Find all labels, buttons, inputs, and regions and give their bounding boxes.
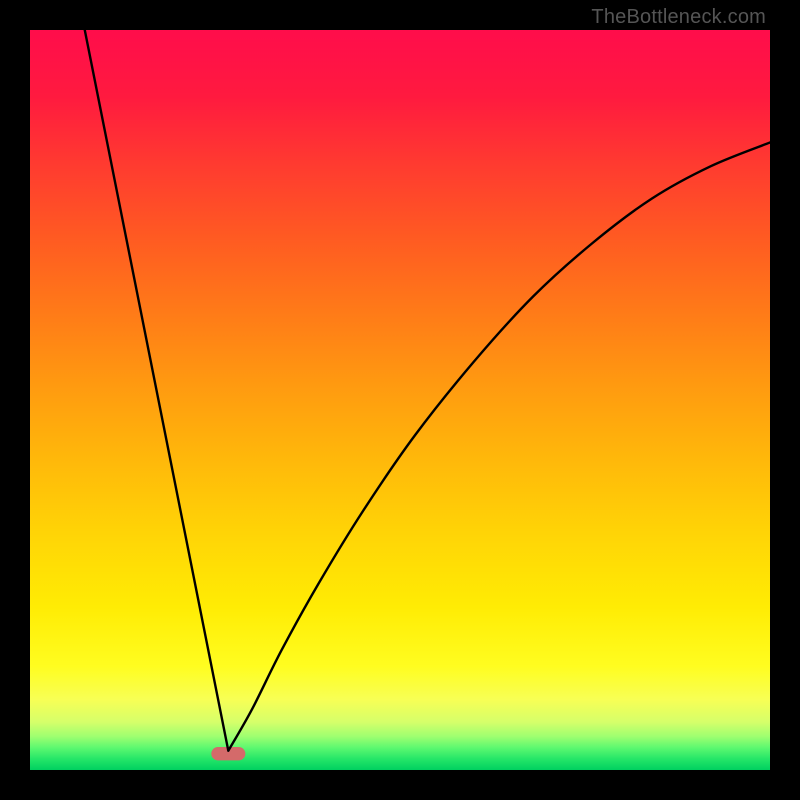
stage: TheBottleneck.com	[0, 0, 800, 800]
plot-area	[30, 30, 770, 770]
watermark-text: TheBottleneck.com	[591, 6, 766, 29]
plot-background	[30, 30, 770, 770]
plot-svg	[30, 30, 770, 770]
